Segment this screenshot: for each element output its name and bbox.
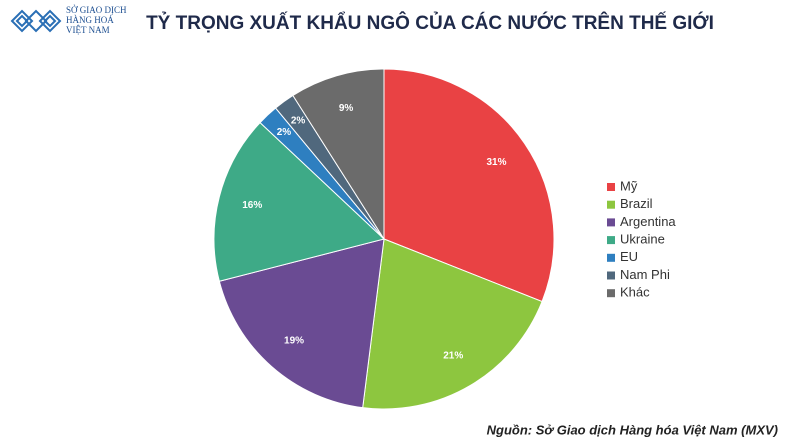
logo-text: VIỆT NAM [66, 25, 110, 35]
value-label: 16% [242, 200, 262, 211]
value-label: 19% [284, 336, 304, 347]
pie-slice [362, 238, 543, 410]
legend-swatch [607, 271, 615, 280]
legend-label: Khác [620, 285, 650, 300]
legend-swatch [607, 236, 615, 245]
pie-slice [213, 121, 386, 282]
source: Nguồn: Sở Giao dịch Hàng hóa Việt Nam (M… [487, 422, 778, 437]
legend-swatch [607, 218, 615, 227]
value-label: 2% [277, 127, 292, 138]
legend-swatch [607, 253, 615, 262]
logo-text: HÀNG HOÁ [66, 15, 114, 25]
pie-slice [383, 68, 555, 303]
legend-label: Argentina [620, 214, 676, 229]
pie-slice [292, 68, 385, 241]
legend-swatch [607, 200, 615, 209]
value-label: 31% [486, 157, 506, 168]
chart-title: TỶ TRỌNG XUẤT KHẨU NGÔ CỦA CÁC NƯỚC TRÊN… [146, 12, 714, 34]
value-label: 2% [291, 115, 306, 126]
logo-icon [10, 9, 62, 33]
value-label: 9% [339, 103, 354, 114]
logo-text: SỞ GIAO DỊCH [66, 5, 127, 15]
legend-label: Mỹ [620, 178, 638, 193]
legend-label: Nam Phi [620, 267, 670, 282]
legend-label: EU [620, 249, 638, 264]
legend-swatch [607, 289, 615, 298]
legend-swatch [607, 183, 615, 191]
legend-label: Brazil [620, 196, 653, 211]
value-label: 21% [443, 351, 463, 362]
pie-slice [218, 238, 385, 409]
legend-label: Ukraine [620, 232, 665, 247]
